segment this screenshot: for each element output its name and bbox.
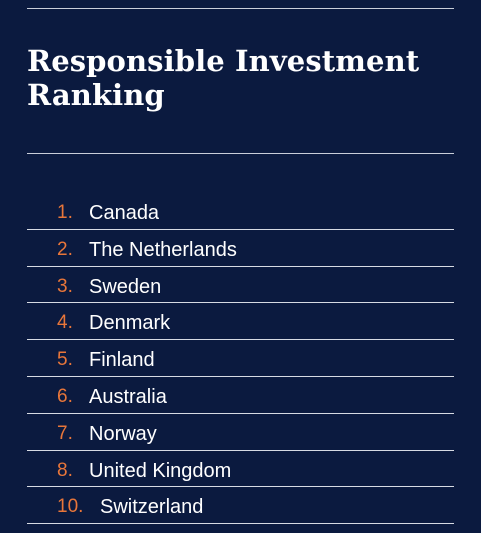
rank-number: 1.: [57, 202, 73, 223]
ranking-panel: Responsible Investment Ranking 1. Canada…: [27, 0, 454, 533]
ranking-list: 1. Canada 2. The Netherlands 3. Sweden 4…: [27, 193, 454, 525]
rank-number: 10.: [57, 496, 84, 518]
country-name: The Netherlands: [89, 238, 237, 261]
rank-number: 2.: [57, 238, 73, 260]
rank-number: 8.: [57, 459, 73, 481]
country-name: Finland: [89, 349, 155, 372]
country-name: United Kingdom: [89, 459, 232, 482]
ranking-item: 5. Finland: [27, 340, 454, 377]
country-name: Switzerland: [100, 496, 204, 519]
country-name: Norway: [89, 422, 157, 445]
country-name: Denmark: [89, 312, 171, 335]
top-divider: [27, 8, 454, 9]
rank-number: 3.: [57, 275, 73, 297]
country-name: Australia: [89, 385, 167, 408]
ranking-item: 10. Switzerland: [27, 487, 454, 525]
ranking-item: 7. Norway: [27, 414, 454, 451]
country-name: Canada: [89, 202, 160, 224]
ranking-item: 1. Canada: [27, 193, 454, 230]
rank-number: 5.: [57, 349, 73, 371]
ranking-item: 4. Denmark: [27, 303, 454, 341]
ranking-item: 3. Sweden: [27, 267, 454, 304]
ranking-item: 2. The Netherlands: [27, 230, 454, 267]
ranking-item: 8. United Kingdom: [27, 451, 454, 488]
ranking-item: 6. Australia: [27, 377, 454, 414]
page-title: Responsible Investment Ranking: [27, 44, 420, 112]
title-divider: [27, 153, 454, 154]
rank-number: 6.: [57, 385, 73, 407]
rank-number: 7.: [57, 422, 73, 444]
country-name: Sweden: [89, 275, 162, 298]
rank-number: 4.: [57, 312, 73, 334]
